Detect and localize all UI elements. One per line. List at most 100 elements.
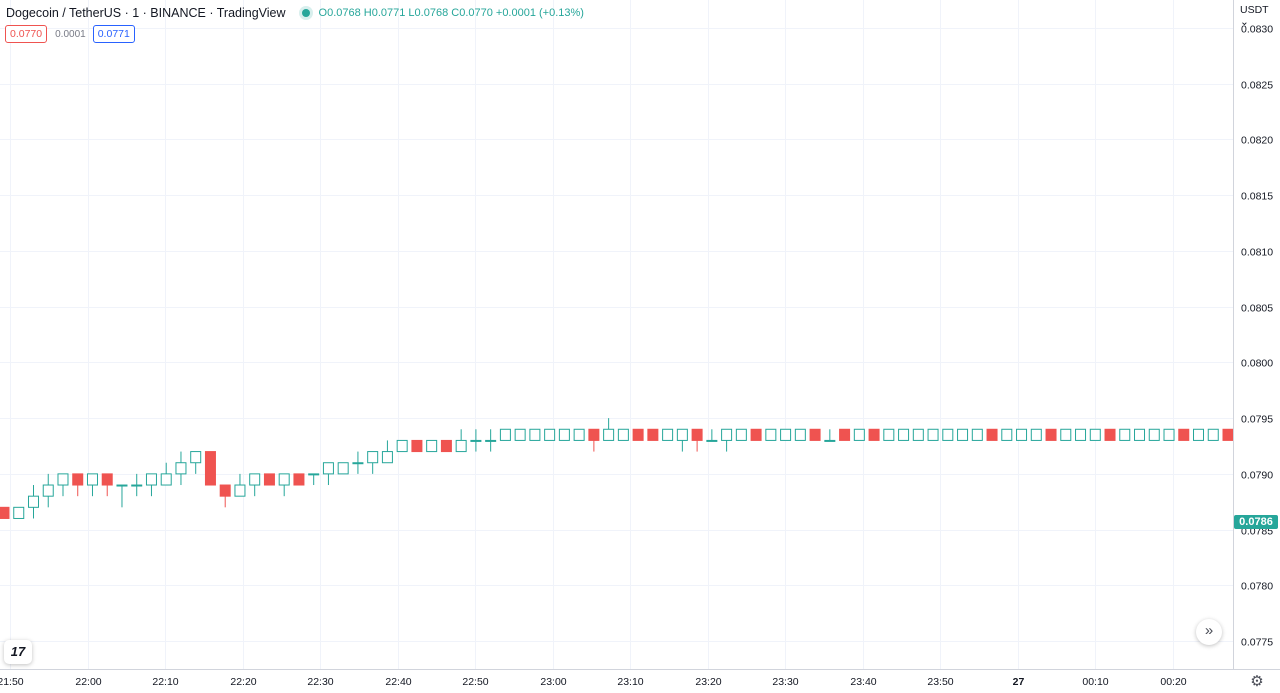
candle <box>691 428 703 452</box>
candle-body <box>426 439 438 453</box>
candle <box>352 451 364 474</box>
candle-body <box>455 439 467 453</box>
candle-body <box>86 473 98 486</box>
candle-body <box>632 428 644 441</box>
candle-body <box>234 484 246 497</box>
candle <box>175 451 187 486</box>
candle <box>293 473 305 486</box>
ohlc-values: O0.0768 H0.0771 L0.0768 C0.0770 +0.0001 … <box>318 7 584 19</box>
candle-body <box>617 428 629 441</box>
candle <box>883 428 895 441</box>
symbol-title[interactable]: Dogecoin / TetherUS · 1 · BINANCE · Trad… <box>6 6 286 20</box>
spread-value: 0.0001 <box>55 28 86 40</box>
price-tick-label: 0.0810 <box>1241 247 1273 259</box>
candle-body <box>249 473 261 486</box>
candle-body <box>116 484 128 487</box>
candle-body <box>957 428 969 441</box>
candle-body <box>794 428 806 441</box>
candle <box>632 428 644 441</box>
candle <box>1222 428 1234 441</box>
candle-body <box>721 428 733 441</box>
candle-body <box>160 473 172 486</box>
candle <box>219 484 231 508</box>
candle-body <box>1001 428 1013 441</box>
candle-body <box>485 439 497 442</box>
candle-body <box>1060 428 1072 441</box>
time-tick-label: 22:20 <box>230 676 256 688</box>
candle-body <box>1148 428 1160 441</box>
candle <box>145 473 157 497</box>
candle-body <box>1075 428 1087 441</box>
candles <box>0 418 1234 519</box>
candle <box>603 418 615 441</box>
candle <box>853 428 865 441</box>
candle-body <box>1045 428 1057 441</box>
bid-ask-indicator: 0.0770 0.0001 0.0771 <box>5 25 135 43</box>
time-tick-label: 22:00 <box>75 676 101 688</box>
candle <box>529 428 541 441</box>
symbol-legend[interactable]: Dogecoin / TetherUS · 1 · BINANCE · Trad… <box>6 4 584 22</box>
candle-body <box>308 473 320 476</box>
candle-body <box>0 506 10 519</box>
candle <box>1016 428 1028 441</box>
price-tick-label: 0.0775 <box>1241 637 1273 649</box>
candle-body <box>322 462 334 475</box>
gear-icon[interactable]: ⚙ <box>1250 673 1264 690</box>
bid-price-badge[interactable]: 0.0770 <box>5 25 48 43</box>
candle-body <box>293 473 305 486</box>
candle <box>942 428 954 441</box>
candle-body <box>912 428 924 441</box>
candle <box>868 428 880 441</box>
candle-body <box>603 428 615 441</box>
candle <box>1104 428 1116 441</box>
candle-body <box>898 428 910 441</box>
candle <box>1001 428 1013 441</box>
candle <box>160 462 172 486</box>
time-tick-label: 27 <box>1013 676 1025 688</box>
candle <box>278 473 290 497</box>
candle <box>455 429 467 453</box>
price-tick-label: 0.0815 <box>1241 191 1273 203</box>
price-tick-label: 0.0830 <box>1241 24 1273 36</box>
candle-body <box>42 484 54 497</box>
candle-body <box>1016 428 1028 441</box>
candle <box>426 439 438 453</box>
candle-body <box>1119 428 1131 441</box>
candle <box>1207 428 1219 441</box>
time-tick-label: 22:40 <box>385 676 411 688</box>
price-axis: 0.07750.07800.07850.07900.07950.08000.08… <box>1241 24 1273 649</box>
tradingview-logo-icon[interactable]: 17 <box>4 640 32 664</box>
candle <box>544 428 556 441</box>
time-tick-label: 22:30 <box>307 676 333 688</box>
candle-body <box>883 428 895 441</box>
candle-body <box>971 428 983 441</box>
double-chevron-right-icon[interactable]: » <box>1196 619 1222 645</box>
candle-body <box>1193 428 1205 441</box>
candle <box>706 429 718 442</box>
candle-body <box>691 428 703 441</box>
currency-selector[interactable]: USDT ⌄ <box>1240 4 1269 28</box>
candle-body <box>396 439 408 453</box>
candle <box>381 440 393 464</box>
time-tick-label: 00:20 <box>1160 676 1186 688</box>
candle <box>957 428 969 441</box>
candle-body <box>499 428 511 441</box>
candle-body <box>544 428 556 441</box>
candle <box>794 428 806 441</box>
candle-body <box>647 428 659 441</box>
candle <box>824 429 836 442</box>
candle <box>780 428 792 441</box>
candle-body <box>676 428 688 441</box>
candle <box>912 428 924 441</box>
candle-body <box>278 473 290 486</box>
candle-body <box>1207 428 1219 441</box>
ask-price-badge[interactable]: 0.0771 <box>92 25 135 43</box>
candle <box>396 439 408 453</box>
candle-body <box>765 428 777 441</box>
candle <box>204 451 216 486</box>
candle <box>308 473 320 486</box>
candle-body <box>573 428 585 441</box>
candle <box>0 506 10 519</box>
candle-body <box>1089 428 1101 441</box>
